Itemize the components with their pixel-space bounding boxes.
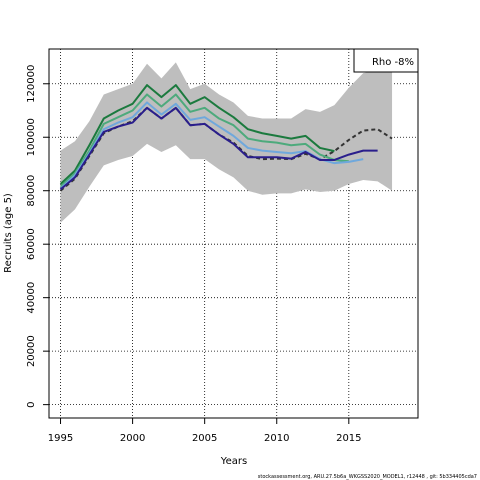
confidence-band	[60, 62, 393, 223]
y-tick-label: 20000	[26, 335, 37, 367]
y-tick-label: 100000	[26, 118, 37, 156]
series-line-peel1	[59, 84, 335, 185]
legend-text: Rho -8%	[372, 57, 414, 68]
series-line-peel4	[59, 106, 378, 191]
x-tick-label: 2005	[192, 433, 217, 444]
x-tick-label: 1995	[48, 433, 73, 444]
y-tick-label: 80000	[26, 175, 37, 207]
y-axis: 0 20000 40000 60000 80000 100000 120000	[26, 65, 50, 408]
y-tick-label: 120000	[26, 65, 37, 103]
legend-box	[353, 48, 419, 73]
footer-credit: stockassessment.org, ARU.27.5b6a_WKGSS20…	[258, 474, 477, 480]
x-tick-label: 2000	[120, 433, 145, 444]
x-axis-title: Years	[220, 456, 247, 467]
x-axis: 1995 2000 2005 2010 2015	[48, 417, 362, 444]
x-tick-label: 2010	[264, 433, 289, 444]
y-axis-title: Recruits (age 5)	[3, 193, 14, 273]
y-tick-label: 40000	[26, 282, 37, 314]
y-tick-label: 0	[26, 401, 37, 407]
y-tick-label: 60000	[26, 228, 37, 260]
confidence-band-layer	[60, 62, 393, 223]
series-layer	[59, 84, 393, 192]
series-line-peel2	[59, 93, 349, 188]
x-tick-label: 2015	[336, 433, 361, 444]
legend: Rho -8%	[353, 48, 419, 73]
